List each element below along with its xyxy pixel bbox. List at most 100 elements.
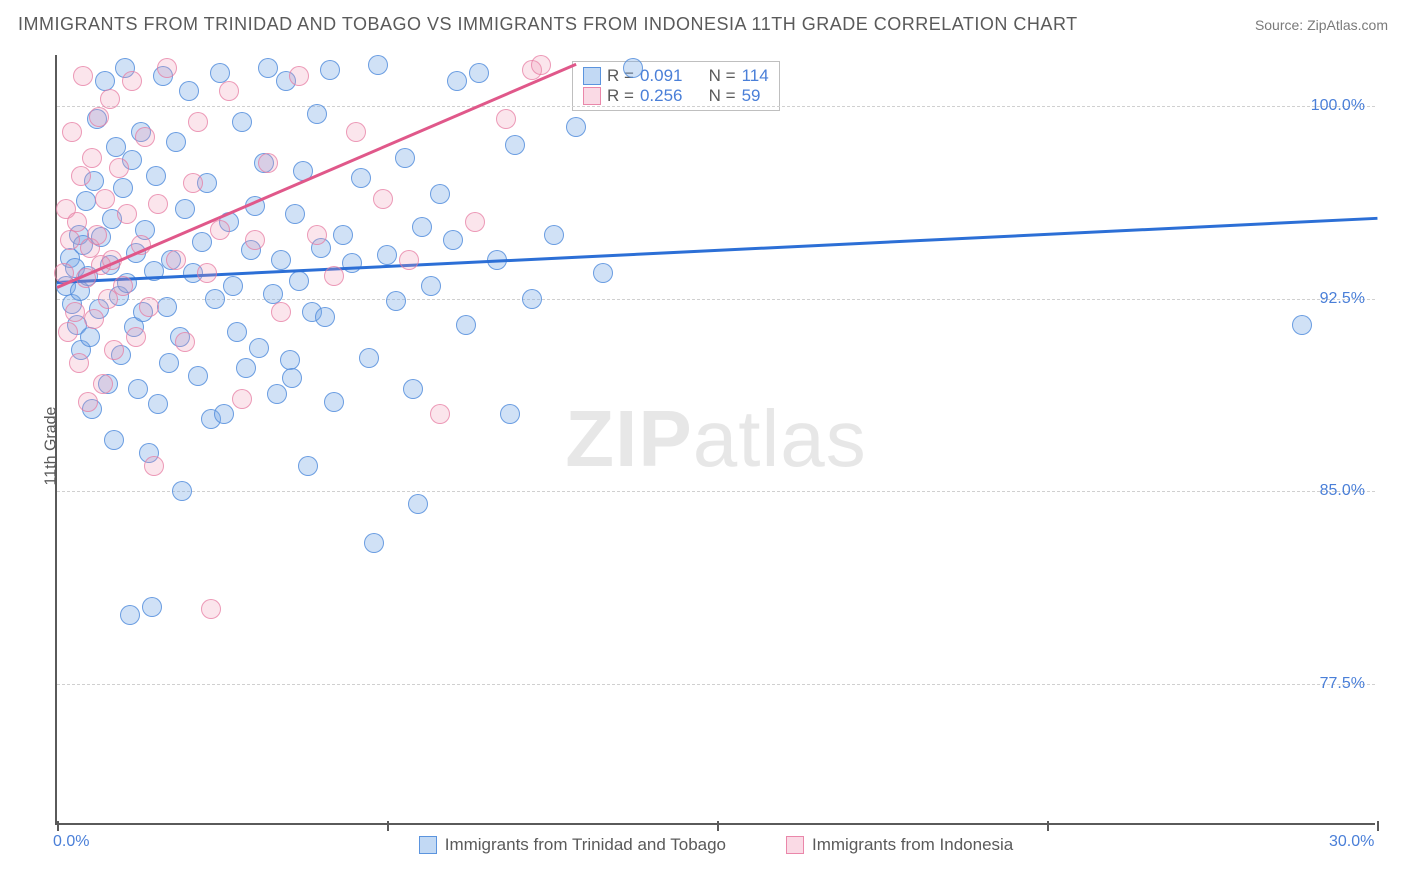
scatter-point <box>1292 315 1312 335</box>
scatter-point <box>315 307 335 327</box>
correlation-legend: R = 0.091 N = 114 R = 0.256 N = 59 <box>572 61 780 111</box>
legend-row-pink: R = 0.256 N = 59 <box>583 86 769 106</box>
scatter-point <box>76 191 96 211</box>
scatter-point <box>324 266 344 286</box>
scatter-point <box>214 404 234 424</box>
scatter-point <box>430 184 450 204</box>
scatter-point <box>333 225 353 245</box>
scatter-point <box>285 204 305 224</box>
ytick-label: 100.0% <box>1311 97 1365 115</box>
legend-row-blue: R = 0.091 N = 114 <box>583 66 769 86</box>
scatter-point <box>62 122 82 142</box>
scatter-point <box>148 194 168 214</box>
watermark-bold: ZIP <box>565 394 692 483</box>
scatter-point <box>128 379 148 399</box>
scatter-point <box>227 322 247 342</box>
scatter-point <box>205 289 225 309</box>
bottom-label-pink: Immigrants from Indonesia <box>812 835 1013 855</box>
scatter-point <box>104 340 124 360</box>
scatter-point <box>232 389 252 409</box>
scatter-point <box>280 350 300 370</box>
scatter-point <box>210 220 230 240</box>
scatter-point <box>298 456 318 476</box>
scatter-point <box>282 368 302 388</box>
watermark-rest: atlas <box>693 394 867 483</box>
xtick-mark <box>387 821 389 831</box>
scatter-point <box>412 217 432 237</box>
scatter-point <box>320 60 340 80</box>
scatter-point <box>289 271 309 291</box>
xtick-label: 30.0% <box>1329 833 1374 851</box>
gridline-h <box>57 684 1375 685</box>
scatter-point <box>307 104 327 124</box>
scatter-point <box>104 430 124 450</box>
scatter-point <box>84 309 104 329</box>
scatter-point <box>258 153 278 173</box>
scatter-point <box>544 225 564 245</box>
scatter-point <box>71 166 91 186</box>
scatter-point <box>175 332 195 352</box>
xtick-mark <box>717 821 719 831</box>
scatter-point <box>232 112 252 132</box>
scatter-point <box>430 404 450 424</box>
scatter-point <box>593 263 613 283</box>
scatter-point <box>505 135 525 155</box>
scatter-point <box>395 148 415 168</box>
scatter-point <box>73 66 93 86</box>
scatter-point <box>148 394 168 414</box>
scatter-point <box>122 71 142 91</box>
scatter-point <box>421 276 441 296</box>
scatter-point <box>289 66 309 86</box>
scatter-point <box>359 348 379 368</box>
scatter-point <box>271 250 291 270</box>
legend-r-value-1: 0.256 <box>640 86 683 106</box>
scatter-point <box>258 58 278 78</box>
scatter-point <box>58 322 78 342</box>
scatter-point <box>157 58 177 78</box>
scatter-point <box>373 189 393 209</box>
scatter-point <box>324 392 344 412</box>
scatter-point <box>342 253 362 273</box>
scatter-point <box>67 212 87 232</box>
scatter-point <box>623 58 643 78</box>
scatter-point <box>188 366 208 386</box>
xtick-mark <box>1047 821 1049 831</box>
xtick-mark <box>57 821 59 831</box>
scatter-point <box>307 225 327 245</box>
scatter-point <box>408 494 428 514</box>
scatter-point <box>95 189 115 209</box>
scatter-point <box>100 89 120 109</box>
scatter-point <box>142 597 162 617</box>
scatter-point <box>78 392 98 412</box>
gridline-h <box>57 491 1375 492</box>
chart-title: IMMIGRANTS FROM TRINIDAD AND TOBAGO VS I… <box>18 14 1078 35</box>
scatter-point <box>120 605 140 625</box>
scatter-point <box>531 55 551 75</box>
ytick-label: 92.5% <box>1320 290 1365 308</box>
bottom-swatch-pink <box>786 836 804 854</box>
legend-swatch-blue <box>583 67 601 85</box>
scatter-point <box>93 374 113 394</box>
scatter-point <box>166 132 186 152</box>
scatter-point <box>443 230 463 250</box>
scatter-point <box>566 117 586 137</box>
scatter-point <box>113 178 133 198</box>
xtick-label: 0.0% <box>53 833 89 851</box>
bottom-swatch-blue <box>419 836 437 854</box>
scatter-point <box>89 107 109 127</box>
legend-n-value-0: 114 <box>742 66 769 86</box>
bottom-label-blue: Immigrants from Trinidad and Tobago <box>445 835 726 855</box>
scatter-point <box>87 225 107 245</box>
scatter-point <box>263 284 283 304</box>
scatter-point <box>500 404 520 424</box>
scatter-point <box>188 112 208 132</box>
scatter-point <box>351 168 371 188</box>
legend-n-value-1: 59 <box>742 86 761 106</box>
scatter-point <box>364 533 384 553</box>
legend-n-label-0: N = <box>709 66 736 86</box>
scatter-point <box>201 599 221 619</box>
scatter-point <box>223 276 243 296</box>
scatter-point <box>82 148 102 168</box>
bottom-legend-item-pink: Immigrants from Indonesia <box>786 835 1013 855</box>
scatter-point <box>126 327 146 347</box>
